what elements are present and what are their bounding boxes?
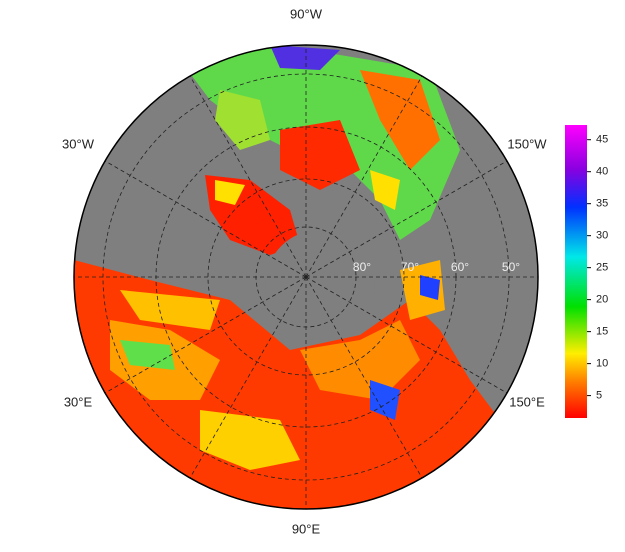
colorbar-tick-label: 30 — [596, 230, 608, 242]
latitude-label: 60° — [451, 260, 469, 274]
map-disk — [74, 45, 538, 509]
colorbar-tick-label: 35 — [596, 198, 608, 210]
colorbar-tick-label: 20 — [596, 294, 608, 306]
meridian — [189, 276, 307, 479]
latitude-label: 80° — [353, 260, 371, 274]
colorbar-tick-label: 45 — [596, 134, 608, 146]
longitude-label: 90°W — [290, 6, 323, 21]
colorbar-tick-label: 40 — [596, 166, 608, 178]
map-border — [73, 44, 539, 510]
meridian — [104, 276, 307, 394]
longitude-label: 150°W — [507, 136, 547, 151]
colorbar-tick-label: 15 — [596, 326, 608, 338]
meridian — [305, 160, 508, 278]
colorbar — [565, 125, 587, 418]
longitude-label: 30°W — [62, 136, 95, 151]
meridian — [104, 160, 307, 278]
longitude-label: 30°E — [64, 394, 93, 409]
meridian — [305, 276, 423, 479]
latitude-label: 50° — [502, 260, 520, 274]
meridian — [305, 75, 423, 278]
meridian — [189, 75, 307, 278]
colorbar-tick-label: 10 — [596, 358, 608, 370]
meridian — [305, 276, 508, 394]
longitude-label: 90°E — [292, 521, 321, 536]
graticule — [74, 45, 538, 509]
colorbar-tick-label: 5 — [596, 390, 602, 402]
latitude-label: 70° — [401, 260, 419, 274]
longitude-label: 150°E — [509, 394, 545, 409]
colorbar-tick-label: 25 — [596, 262, 608, 274]
